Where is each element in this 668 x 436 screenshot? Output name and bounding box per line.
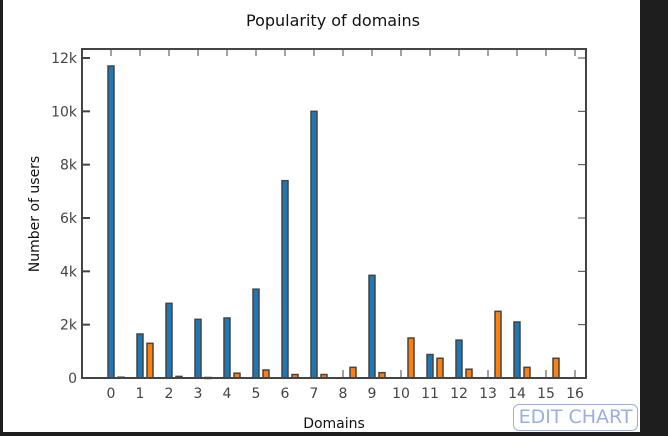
x-axis-label: Domains (303, 416, 365, 432)
x-tick-label: 2 (165, 386, 174, 402)
edit-chart-button[interactable]: EDIT CHART (513, 404, 638, 431)
x-tick-label: 3 (194, 386, 203, 402)
x-tick-label: 11 (421, 386, 439, 402)
bar-series-2-1 (146, 342, 154, 379)
x-tick-label: 4 (223, 386, 232, 402)
bar-series-2-13 (494, 310, 502, 379)
bar-chart: Popularity of domains Domains Number of … (27, 11, 587, 432)
y-tick-label: 8k (60, 158, 78, 174)
y-tick-label: 4k (60, 264, 78, 280)
x-tick-label: 1 (136, 386, 145, 402)
x-tick-label: 12 (450, 386, 468, 402)
y-tick-label: 12k (51, 51, 78, 67)
chart-card: Popularity of domains Domains Number of … (3, 0, 640, 432)
bar-series-2-8 (349, 366, 357, 379)
bar-series-1-11 (426, 353, 434, 379)
x-tick-label: 8 (339, 386, 348, 402)
y-tick-label: 2k (60, 318, 78, 334)
y-tick-label: 6k (60, 211, 78, 227)
bar-series-1-0 (107, 65, 115, 379)
x-tick-label: 5 (252, 386, 261, 402)
x-tick-label: 15 (537, 386, 555, 402)
x-tick-label: 14 (508, 386, 526, 402)
bar-series-1-7 (310, 110, 318, 379)
bar-series-2-11 (436, 357, 444, 379)
bar-series-1-1 (136, 333, 144, 379)
y-axis-label: Number of users (27, 156, 43, 272)
bar-series-1-14 (513, 321, 521, 379)
bar-series-1-3 (194, 318, 202, 379)
x-tick-label: 13 (479, 386, 497, 402)
x-tick-label: 9 (368, 386, 377, 402)
bar-series-2-5 (262, 369, 270, 379)
bar-series-2-12 (465, 368, 473, 379)
bar-series-1-5 (252, 288, 260, 379)
x-tick-label: 7 (310, 386, 319, 402)
bar-series-1-2 (165, 302, 173, 379)
y-tick-label: 10k (51, 104, 78, 120)
x-tick-label: 0 (107, 386, 116, 402)
bar-series-1-6 (281, 179, 289, 379)
bar-series-1-4 (223, 317, 231, 379)
x-tick-label: 16 (566, 386, 584, 402)
chart-title: Popularity of domains (246, 11, 420, 30)
x-tick-label: 10 (392, 386, 410, 402)
y-tick-label: 0 (68, 371, 77, 387)
plot-frame (81, 48, 587, 379)
bar-series-2-14 (523, 366, 531, 379)
bar-series-1-9 (368, 274, 376, 379)
x-tick-label: 6 (281, 386, 290, 402)
bar-series-2-10 (407, 337, 415, 379)
bar-series-1-12 (455, 339, 463, 379)
bar-series-2-15 (552, 357, 560, 379)
